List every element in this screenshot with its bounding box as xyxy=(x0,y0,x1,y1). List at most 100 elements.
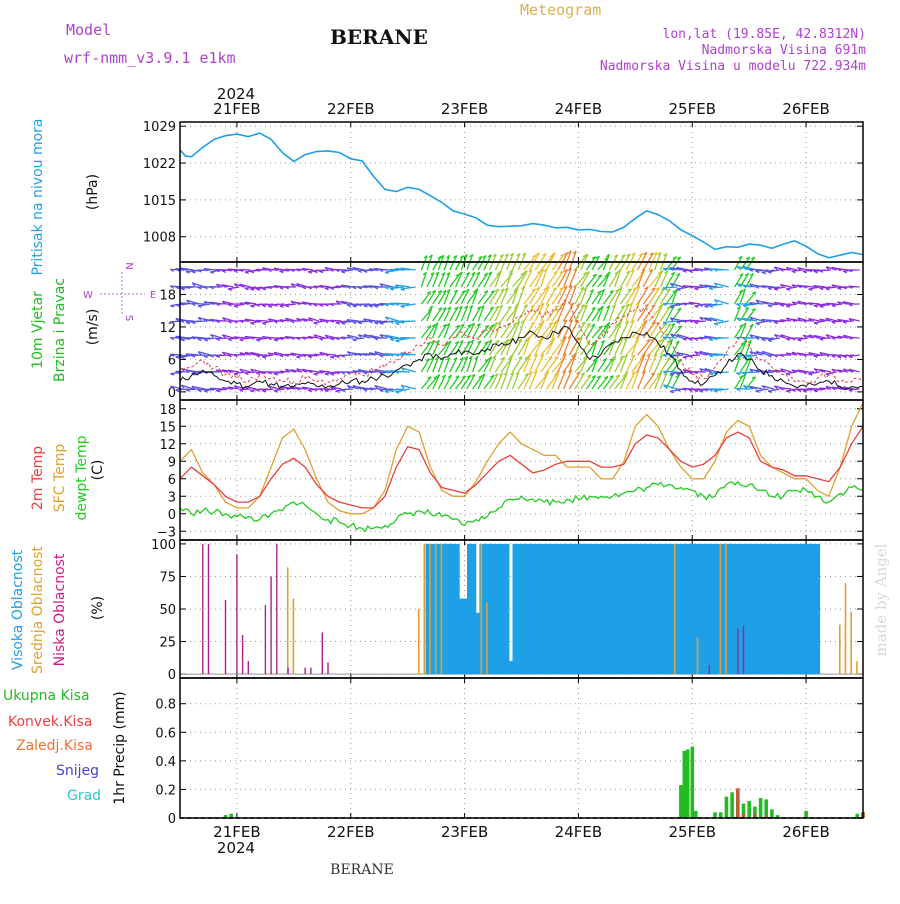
ytick-label: 0 xyxy=(168,668,176,683)
date-label-bottom: 23FEB xyxy=(441,823,488,841)
precip-total-bar xyxy=(719,812,723,818)
low-cloud-bar xyxy=(276,544,277,674)
mid-cloud-bar xyxy=(697,638,699,675)
ytick-label: 6 xyxy=(168,473,176,488)
ytick-label: 1008 xyxy=(143,231,176,246)
ytick-label: 18 xyxy=(159,288,176,303)
date-label-top: 24FEB xyxy=(555,100,602,118)
wind-arrow xyxy=(689,355,700,356)
legend-conv-rain: Konvek.Kisa xyxy=(8,714,92,730)
date-label-bottom: 21FEB xyxy=(213,823,260,841)
temp-unit: (C) xyxy=(90,460,106,481)
precip-unit: 1hr Precip (mm) xyxy=(112,691,128,804)
ytick-label: 0.6 xyxy=(155,726,176,741)
ytick-label: 25 xyxy=(159,636,176,651)
precip-total-bar xyxy=(747,801,751,818)
date-label-top: 25FEB xyxy=(669,100,716,118)
ytick-label: 0.2 xyxy=(155,783,176,798)
mid-cloud-bar xyxy=(839,625,841,675)
ytick-label: 1029 xyxy=(143,120,176,135)
low-cloud-bar xyxy=(208,544,209,674)
mid-cloud-bar xyxy=(287,567,289,674)
ytick-label: 0.8 xyxy=(155,698,176,713)
date-label-top: 22FEB xyxy=(327,100,374,118)
ytick-label: 0.4 xyxy=(155,755,176,770)
pressure-unit: (hPa) xyxy=(85,174,101,210)
temp2m-title: 2m Temp xyxy=(30,446,46,510)
low-cloud-bar xyxy=(709,665,710,674)
mid-cloud-bar xyxy=(856,661,858,674)
low-cloud-bar xyxy=(322,632,323,674)
wind-arrow xyxy=(395,371,410,372)
ytick-label: 0 xyxy=(168,812,176,827)
wind-arrow xyxy=(240,389,251,390)
mid-cloud-bar xyxy=(424,544,426,674)
mid-cloud-bar xyxy=(725,544,727,674)
ytick-label: 9 xyxy=(168,455,176,470)
low-cloud-bar xyxy=(265,605,266,674)
dewpt-title: dewpt Temp xyxy=(74,435,90,520)
mid-cloud-bar xyxy=(850,612,852,675)
watermark: made by Angel xyxy=(872,543,890,656)
legend-frz-rain: Zaledj.Kisa xyxy=(16,738,93,754)
low-cloud-bar xyxy=(242,635,243,674)
date-label-bottom: 24FEB xyxy=(555,823,602,841)
low-cloud-bar xyxy=(743,626,744,674)
mid-cloud-title: Srednja Oblacnost xyxy=(30,546,46,674)
low-cloud-bar xyxy=(270,577,271,675)
mid-cloud-bar xyxy=(441,544,443,674)
wind-arrow xyxy=(401,321,416,322)
ytick-label: 75 xyxy=(159,570,176,585)
mid-cloud-bar xyxy=(418,609,420,674)
wind-unit: (m/s) xyxy=(85,309,101,346)
wind-arrow xyxy=(216,355,228,356)
ytick-label: 18 xyxy=(159,403,176,418)
wind-arrow xyxy=(849,389,860,390)
legend-total-rain: Ukupna Kisa xyxy=(3,688,90,704)
low-cloud-bar xyxy=(310,668,311,675)
mid-cloud-bar xyxy=(720,544,722,674)
wind-arrow xyxy=(663,371,677,372)
date-label-bottom: 25FEB xyxy=(669,823,716,841)
date-label-top: 23FEB xyxy=(441,100,488,118)
year-bottom: 2024 xyxy=(217,839,255,857)
precip-total-bar xyxy=(713,812,717,818)
low-cloud-bar xyxy=(305,668,306,675)
low-cloud-title: Niska Oblacnost xyxy=(52,553,68,666)
low-cloud-bar xyxy=(248,661,249,674)
low-cloud-bar xyxy=(202,544,203,674)
precip-conv-bar xyxy=(736,788,740,818)
wind-arrow xyxy=(216,338,228,339)
wind-arrow xyxy=(756,338,769,339)
footer-station: BERANE xyxy=(330,862,394,878)
date-label-top: 26FEB xyxy=(782,100,829,118)
wind-arrow xyxy=(780,304,791,305)
precip-total-bar xyxy=(694,811,698,818)
meteogram-label: Meteogram xyxy=(520,1,601,19)
wind-arrow xyxy=(274,304,285,305)
cloud-unit: (%) xyxy=(90,596,106,620)
wind-arrow xyxy=(186,389,199,390)
date-label-bottom: 22FEB xyxy=(327,823,374,841)
legend-hail: Grad xyxy=(67,788,101,804)
ytick-label: 3 xyxy=(168,490,176,505)
low-cloud-bar xyxy=(225,600,226,674)
precip-total-bar xyxy=(691,747,695,818)
legend-snow: Snijeg xyxy=(56,763,99,779)
wind-arrow xyxy=(820,338,832,339)
precip-total-bar xyxy=(770,809,774,818)
ytick-label: 0 xyxy=(168,508,176,523)
wind-arrow xyxy=(330,287,341,288)
ytick-label: 12 xyxy=(159,438,176,453)
ytick-label: 15 xyxy=(159,420,176,435)
pressure-title: Pritisak na nivou mora xyxy=(30,118,46,275)
wind-arrow xyxy=(228,338,239,339)
precip-total-bar xyxy=(679,785,683,818)
mid-cloud-bar xyxy=(429,544,431,674)
wind-legend-n: N xyxy=(123,262,134,269)
mid-cloud-bar xyxy=(481,544,483,674)
wind-arrow xyxy=(843,321,854,322)
low-cloud-bar xyxy=(737,629,738,675)
ytick-label: 50 xyxy=(159,603,176,618)
